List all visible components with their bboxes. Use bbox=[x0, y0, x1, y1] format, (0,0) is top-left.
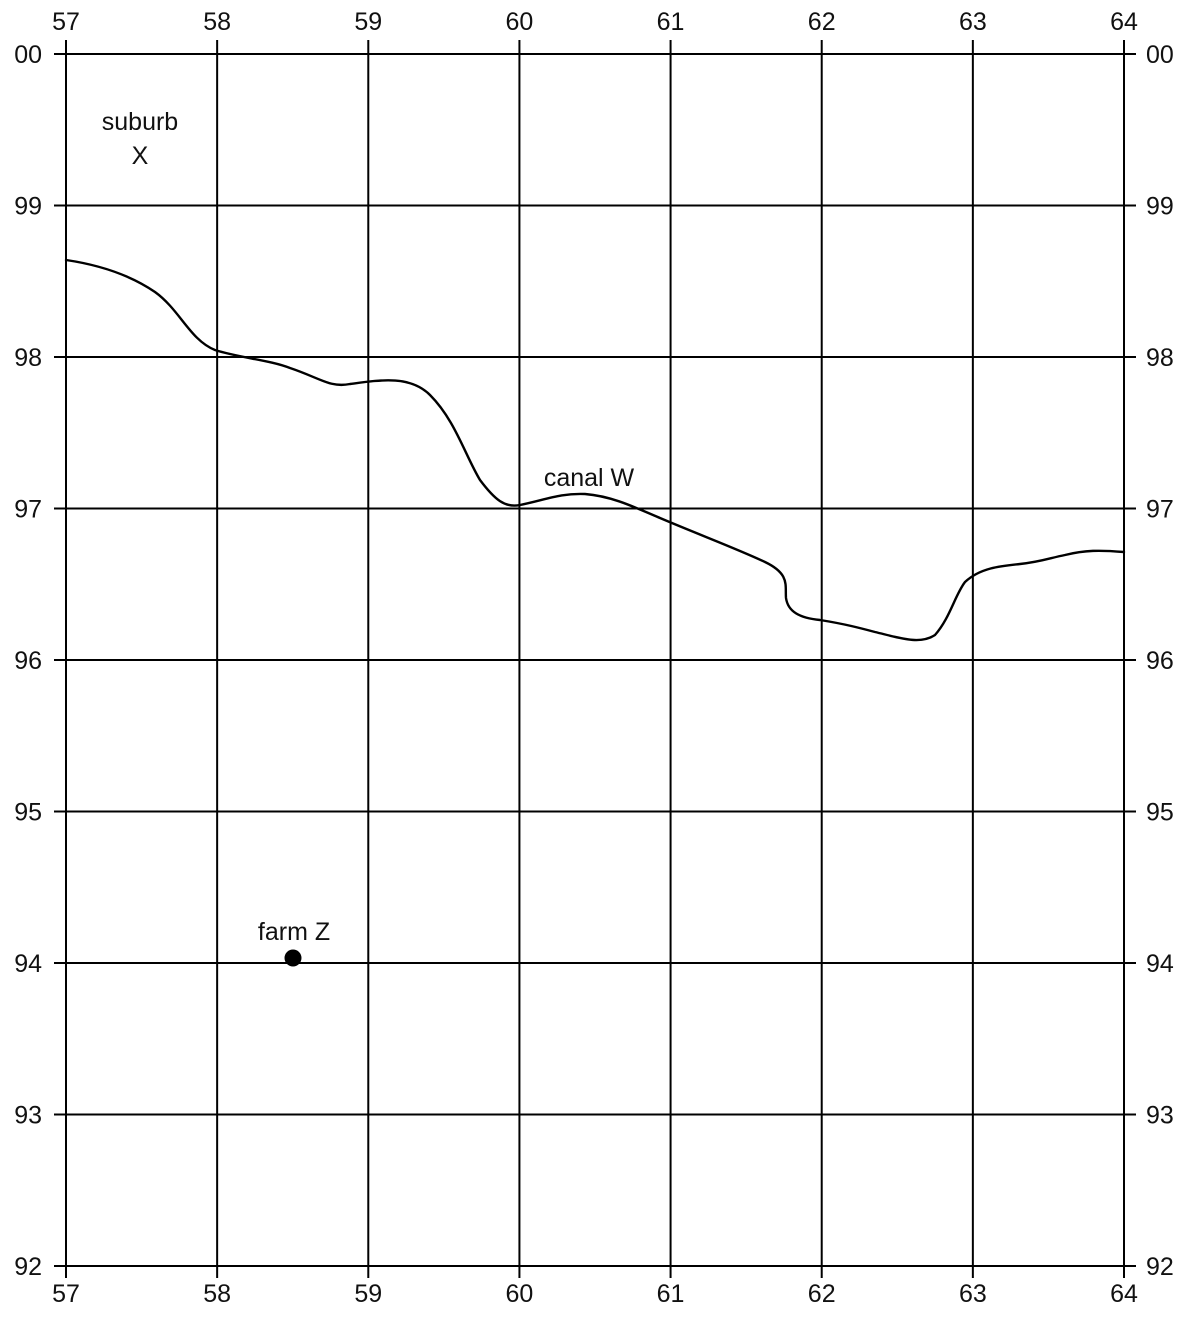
northing-label-left-00: 00 bbox=[14, 41, 42, 69]
easting-label-top-59: 59 bbox=[354, 8, 382, 36]
farm-z-label: farm Z bbox=[258, 918, 330, 946]
northing-label-right-92: 92 bbox=[1146, 1253, 1174, 1281]
suburb-id-label: X bbox=[132, 142, 149, 170]
easting-label-top-58: 58 bbox=[203, 8, 231, 36]
easting-label-bottom-62: 62 bbox=[808, 1280, 836, 1308]
northing-label-right-95: 95 bbox=[1146, 799, 1174, 827]
canal-w-line bbox=[64, 258, 1126, 642]
northing-label-right-99: 99 bbox=[1146, 193, 1174, 221]
northing-labels-left: 00 99 98 97 96 95 94 93 92 bbox=[14, 41, 42, 1281]
northing-label-right-96: 96 bbox=[1146, 647, 1174, 675]
northing-label-left-94: 94 bbox=[14, 950, 42, 978]
northing-labels-right: 00 99 98 97 96 95 94 93 92 bbox=[1146, 41, 1174, 1281]
easting-label-bottom-63: 63 bbox=[959, 1280, 987, 1308]
northing-label-left-92: 92 bbox=[14, 1253, 42, 1281]
northing-label-left-97: 97 bbox=[14, 496, 42, 524]
easting-label-bottom-58: 58 bbox=[203, 1280, 231, 1308]
suburb-label: suburb bbox=[102, 108, 178, 136]
grid-lines bbox=[54, 40, 1136, 1278]
easting-label-top-60: 60 bbox=[506, 8, 534, 36]
easting-label-bottom-57: 57 bbox=[52, 1280, 80, 1308]
northing-label-left-93: 93 bbox=[14, 1102, 42, 1130]
easting-label-bottom-60: 60 bbox=[506, 1280, 534, 1308]
canal-w-label: canal W bbox=[544, 464, 635, 492]
easting-label-top-63: 63 bbox=[959, 8, 987, 36]
easting-label-top-57: 57 bbox=[52, 8, 80, 36]
easting-label-top-64: 64 bbox=[1110, 8, 1138, 36]
northing-label-right-94: 94 bbox=[1146, 950, 1174, 978]
easting-label-top-62: 62 bbox=[808, 8, 836, 36]
northing-label-left-95: 95 bbox=[14, 799, 42, 827]
easting-labels-bottom: 57 58 59 60 61 62 63 64 bbox=[52, 1280, 1138, 1308]
easting-labels-top: 57 58 59 60 61 62 63 64 bbox=[52, 8, 1138, 36]
easting-label-bottom-59: 59 bbox=[354, 1280, 382, 1308]
easting-label-bottom-64: 64 bbox=[1110, 1280, 1138, 1308]
easting-label-bottom-61: 61 bbox=[657, 1280, 685, 1308]
northing-label-right-93: 93 bbox=[1146, 1102, 1174, 1130]
northing-label-left-98: 98 bbox=[14, 344, 42, 372]
northing-label-right-00: 00 bbox=[1146, 41, 1174, 69]
northing-label-left-99: 99 bbox=[14, 193, 42, 221]
northing-label-right-98: 98 bbox=[1146, 344, 1174, 372]
easting-label-top-61: 61 bbox=[657, 8, 685, 36]
northing-label-left-96: 96 bbox=[14, 647, 42, 675]
farm-z-marker bbox=[284, 949, 302, 967]
northing-label-right-97: 97 bbox=[1146, 496, 1174, 524]
